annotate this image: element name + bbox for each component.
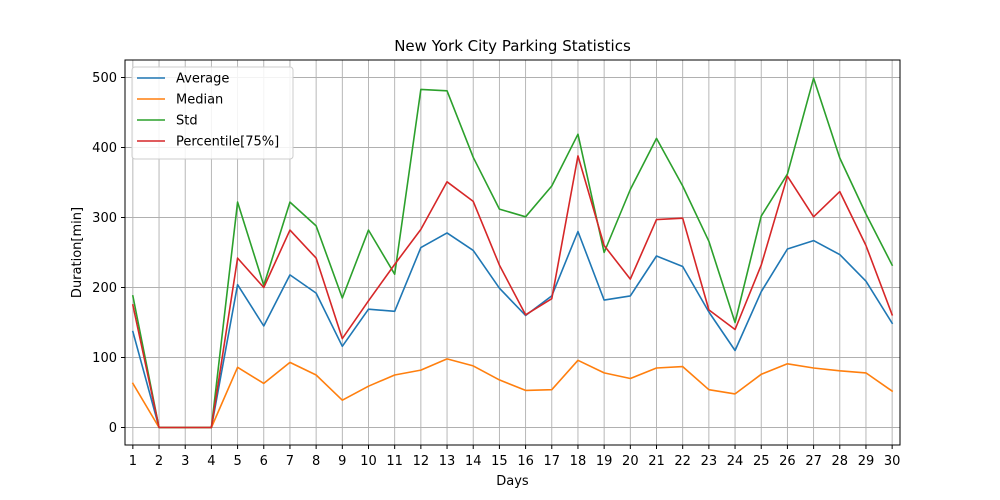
x-tick-label: 15 (491, 454, 508, 469)
x-tick-label: 22 (674, 454, 691, 469)
x-tick-label: 19 (596, 454, 613, 469)
x-tick-label: 25 (753, 454, 770, 469)
x-tick-label: 10 (360, 454, 377, 469)
x-tick-label: 23 (701, 454, 718, 469)
x-tick-label: 29 (858, 454, 875, 469)
legend-entry: Percentile[75%] (176, 135, 279, 150)
x-tick-label: 8 (312, 454, 320, 469)
legend-entry: Median (176, 93, 223, 108)
x-tick-label: 24 (727, 454, 744, 469)
plot-frame (124, 59, 901, 446)
x-tick-label: 5 (233, 454, 241, 469)
series-line-percentile-75 (131, 155, 894, 429)
x-tick-label: 2 (155, 454, 163, 469)
legend-entry: Average (176, 72, 229, 87)
x-tick-label: 9 (338, 454, 346, 469)
x-tick-label: 12 (413, 454, 430, 469)
y-tick-label: 100 (92, 351, 117, 366)
x-tick-label: 7 (286, 454, 294, 469)
series-line-median (131, 358, 894, 429)
x-tick-label: 6 (260, 454, 268, 469)
axis-ticks: 1 2 3 4 5 6 7 8 9 10 11 12 13 14 15 16 17 18 19 20 21 22 23 24 2… (92, 71, 900, 469)
x-tick-label: 1 (129, 454, 137, 469)
series-lines (131, 77, 894, 429)
series-line-average (131, 230, 894, 429)
y-tick-label: 300 (92, 211, 117, 226)
x-tick-label: 16 (517, 454, 534, 469)
y-tick-label: 0 (109, 421, 117, 436)
x-tick-label: 30 (884, 454, 901, 469)
y-tick-label: 200 (92, 281, 117, 296)
y-tick-label: 400 (92, 141, 117, 156)
x-tick-label: 28 (832, 454, 849, 469)
chart-title: New York City Parking Statistics (394, 37, 631, 55)
x-tick-label: 11 (386, 454, 403, 469)
x-tick-label: 26 (779, 454, 796, 469)
x-tick-label: 13 (439, 454, 456, 469)
x-tick-label: 20 (622, 454, 639, 469)
y-axis-label: Duration[min] (70, 207, 85, 298)
x-tick-label: 21 (648, 454, 665, 469)
series-line-std (131, 77, 894, 429)
x-tick-label: 3 (181, 454, 189, 469)
x-tick-label: 27 (805, 454, 822, 469)
x-tick-label: 18 (570, 454, 587, 469)
legend-box (131, 66, 294, 160)
x-axis-label: Days (496, 474, 529, 489)
x-tick-label: 14 (465, 454, 482, 469)
y-tick-label: 500 (92, 71, 117, 86)
legend: Average Median Std Percentile[75%] (131, 66, 294, 160)
legend-entry: Std (176, 114, 198, 129)
x-tick-label: 17 (544, 454, 561, 469)
x-tick-label: 4 (207, 454, 215, 469)
